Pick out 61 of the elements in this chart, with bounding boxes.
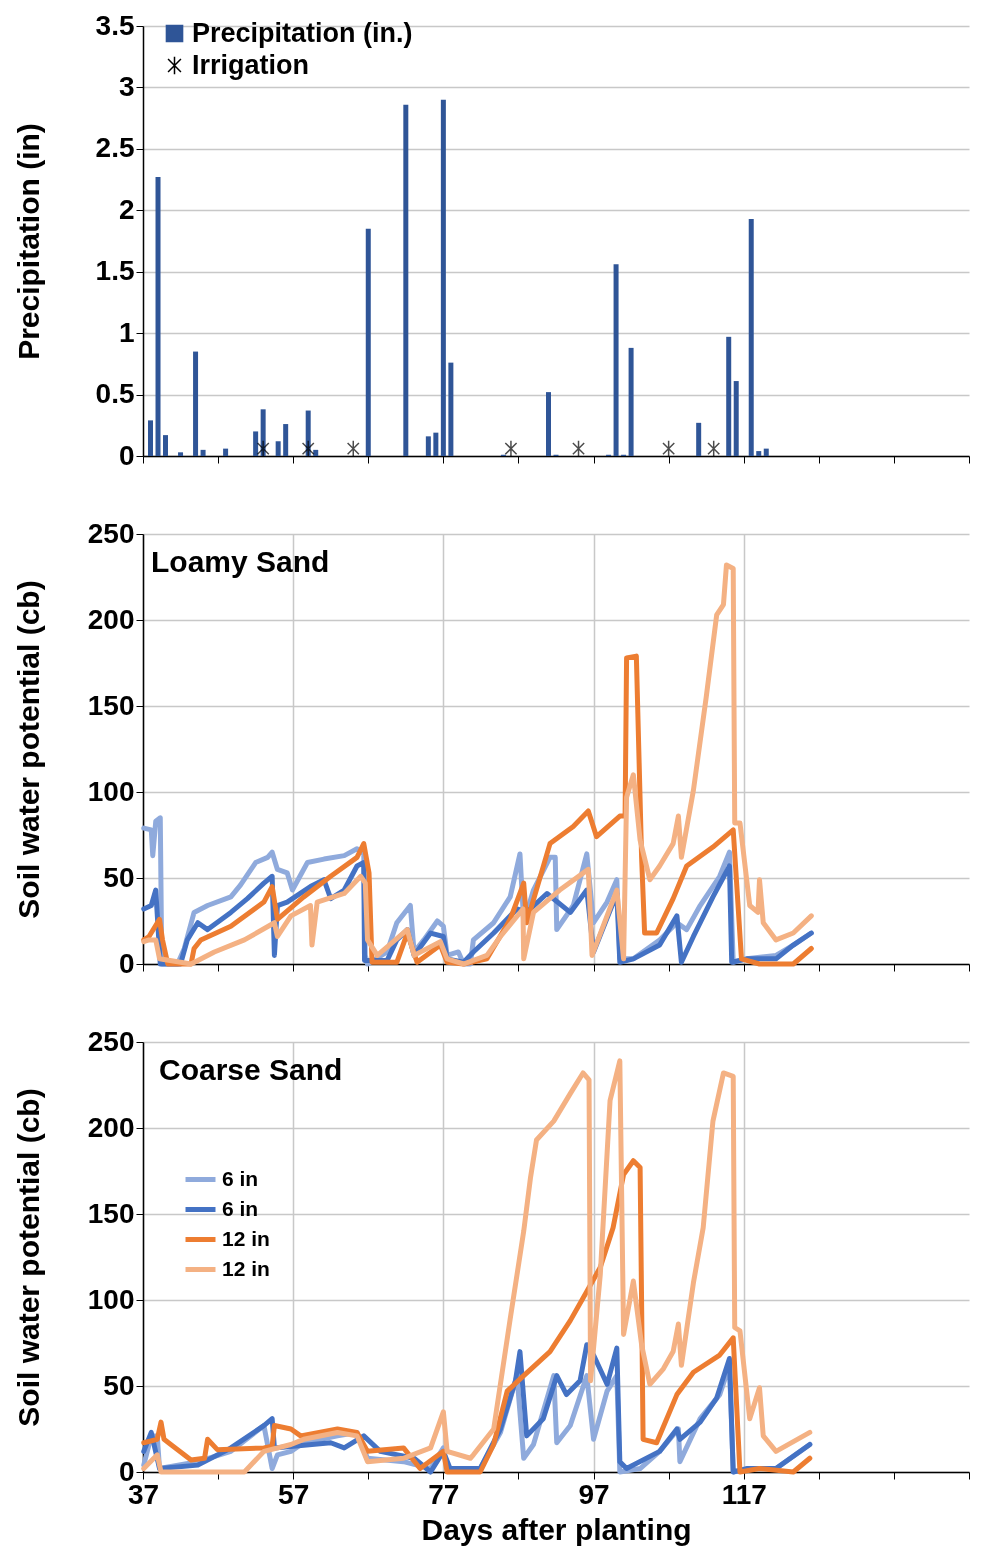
bar: [200, 449, 206, 456]
bar: [155, 177, 161, 456]
y-tick-label: 0.5: [95, 378, 135, 410]
bar: [763, 448, 769, 456]
bar: [756, 451, 762, 456]
bar: [696, 422, 702, 456]
legend-label: Precipitation (in.): [192, 17, 413, 48]
legend-label: 6 in: [222, 1196, 259, 1220]
y-tick-label: 1.5: [95, 255, 135, 287]
legend-label: 12 in: [222, 1226, 270, 1250]
bar: [253, 431, 259, 456]
y-tick-label: 100: [87, 775, 135, 807]
y-tick-label: 100: [87, 1283, 135, 1315]
y-tick-label: 0: [118, 947, 135, 979]
chart-title: Loamy Sand: [151, 545, 330, 578]
y-axis-title: Soil water potential (cb): [11, 1088, 45, 1427]
bar: [193, 351, 199, 456]
legend-label: 12 in: [222, 1256, 270, 1280]
bar: [275, 441, 281, 456]
bar: [726, 336, 732, 456]
y-tick-label: 250: [87, 517, 135, 549]
y-tick-label: 2.5: [95, 132, 135, 164]
bar: [628, 347, 634, 456]
bar: [283, 424, 289, 456]
bar: [448, 362, 454, 456]
y-tick-label: 150: [87, 689, 135, 721]
x-tick-label: 97: [578, 1478, 610, 1510]
x-tick-label: 57: [278, 1478, 310, 1510]
bar: [178, 452, 184, 456]
bar: [365, 228, 371, 456]
y-tick-label: 1: [118, 316, 135, 348]
y-tick-label: 150: [87, 1197, 135, 1229]
y-tick-label: 2: [118, 193, 135, 225]
bar: [545, 392, 551, 456]
x-tick-label: 77: [428, 1478, 460, 1510]
bar: [613, 264, 619, 456]
legend-label: 6 in: [222, 1166, 259, 1190]
bar: [433, 432, 439, 456]
y-tick-label: 3: [118, 70, 135, 102]
y-tick-label: 50: [103, 1369, 135, 1401]
y-tick-label: 200: [87, 1111, 135, 1143]
bar: [748, 218, 754, 456]
bar: [313, 449, 319, 456]
y-axis-title: Precipitation (in): [11, 123, 45, 360]
bar: [163, 435, 169, 456]
legend-label: Irrigation: [192, 49, 310, 80]
bar: [223, 448, 229, 456]
y-tick-label: 0: [118, 439, 135, 471]
chart-title: Coarse Sand: [159, 1053, 343, 1086]
bar: [425, 436, 431, 456]
x-axis-title: Days after planting: [421, 1512, 692, 1546]
bar: [440, 99, 446, 456]
y-tick-label: 200: [87, 603, 135, 635]
y-tick-label: 50: [103, 861, 135, 893]
y-axis-title: Soil water potential (cb): [11, 580, 45, 919]
y-tick-label: 250: [87, 1025, 135, 1057]
y-tick-label: 3.5: [95, 9, 135, 41]
bar: [733, 381, 739, 456]
x-tick-label: 117: [721, 1478, 767, 1510]
bar: [148, 420, 154, 456]
bar: [403, 104, 409, 456]
